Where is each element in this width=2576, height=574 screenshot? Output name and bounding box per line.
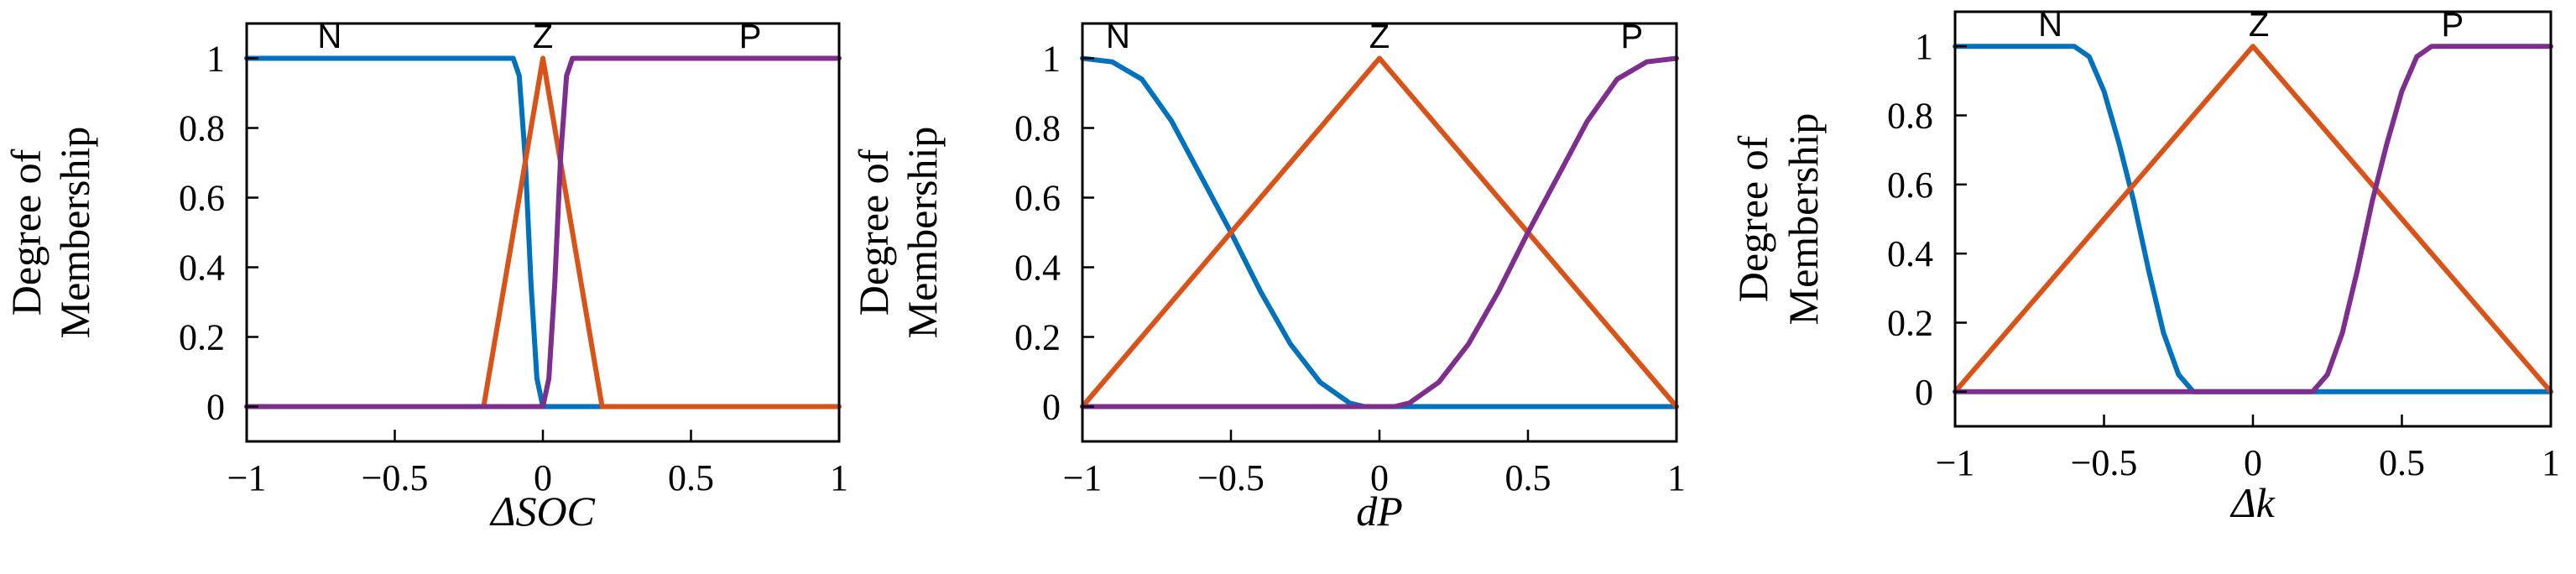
y-axis-label: Degree of xyxy=(850,149,897,316)
x-axis-label: Δk xyxy=(2229,479,2275,526)
mf-label-P: P xyxy=(739,18,762,55)
series-P-line xyxy=(1953,44,2553,394)
x-tick-label: 0.5 xyxy=(668,457,714,498)
y-tick-label: 0 xyxy=(1042,387,1061,428)
x-tick-label: 0 xyxy=(2244,442,2262,483)
y-tick-label: 0.4 xyxy=(179,248,225,289)
mf-label-Z: Z xyxy=(2249,7,2269,44)
x-tick-label: 0 xyxy=(1370,457,1389,498)
mf-label-Z: Z xyxy=(533,18,553,55)
mf-label-Z: Z xyxy=(1369,18,1390,55)
mf-label-N: N xyxy=(2038,7,2062,44)
x-tick-label: −0.5 xyxy=(1197,457,1265,498)
plot-frame xyxy=(245,22,841,443)
mf-label-N: N xyxy=(317,18,342,55)
x-axis-label: dP xyxy=(1356,488,1403,535)
y-tick-label: 0.4 xyxy=(1887,233,1933,274)
x-tick-label: −1 xyxy=(1063,457,1103,498)
y-tick-label: 0.6 xyxy=(1014,178,1061,219)
mf-label-P: P xyxy=(2442,7,2464,44)
mf-label-N: N xyxy=(1106,18,1130,55)
x-tick-label: −0.5 xyxy=(2071,442,2138,483)
y-tick-label: 0 xyxy=(1915,372,1933,413)
series-P-line xyxy=(1080,55,1679,410)
series-N-line xyxy=(1080,55,1679,410)
series-N-line xyxy=(244,55,842,410)
x-tick-label: −1 xyxy=(227,457,267,498)
chart-panel-2: −1 −0.5 0 0.5 1 0 0.2 0.4 0.6 0.8 1 Degree of Member… xyxy=(850,18,1686,535)
y-axis-label: Membership xyxy=(51,127,98,339)
x-tick-label: 1 xyxy=(2542,442,2560,483)
plot-frame xyxy=(1953,10,2553,428)
x-tick-label: 1 xyxy=(830,457,848,498)
x-tick-label: 0.5 xyxy=(1505,457,1551,498)
x-tick-label: 0.5 xyxy=(2379,442,2425,483)
y-axis-label: Membership xyxy=(899,127,946,339)
y-tick-label: 0.6 xyxy=(1887,164,1933,206)
y-tick-label: 0.2 xyxy=(1014,317,1061,358)
y-tick-label: 1 xyxy=(206,39,225,80)
mf-label-P: P xyxy=(1621,18,1644,55)
series-N-line xyxy=(1953,44,2553,394)
x-tick-label: 0 xyxy=(534,457,552,498)
y-tick-label: 0.2 xyxy=(179,317,225,358)
y-tick-label: 0.8 xyxy=(1887,96,1933,137)
y-tick-label: 1 xyxy=(1042,39,1061,80)
y-tick-label: 0.8 xyxy=(1014,108,1061,149)
y-axis-label: Membership xyxy=(1780,113,1827,326)
y-tick-label: 1 xyxy=(1915,26,1933,67)
y-tick-label: 0.8 xyxy=(179,108,225,149)
series-P-line xyxy=(244,55,842,410)
x-tick-label: 1 xyxy=(1667,457,1686,498)
y-tick-label: 0.2 xyxy=(1887,303,1933,344)
series-Z-line xyxy=(244,55,842,410)
series-Z-line xyxy=(1953,44,2553,394)
plot-frame xyxy=(1081,22,1678,443)
y-axis-label: Degree of xyxy=(3,149,50,316)
chart-panel-1: −1 −0.5 0 0.5 1 0 0.2 0.4 0.6 0.8 1 Degree of Member… xyxy=(3,18,848,535)
x-axis-label: ΔSOC xyxy=(489,488,595,535)
x-tick-label: −0.5 xyxy=(362,457,429,498)
y-tick-label: 0 xyxy=(206,387,225,428)
x-tick-label: −1 xyxy=(1936,442,1975,483)
y-tick-label: 0.4 xyxy=(1014,248,1061,289)
y-tick-label: 0.6 xyxy=(179,178,225,219)
series-Z-line xyxy=(1080,55,1679,410)
y-axis-label: Degree of xyxy=(1729,135,1776,302)
chart-panel-3: −1 −0.5 0 0.5 1 0 0.2 0.4 0.6 0.8 1 Degree of Member… xyxy=(1729,7,2560,526)
